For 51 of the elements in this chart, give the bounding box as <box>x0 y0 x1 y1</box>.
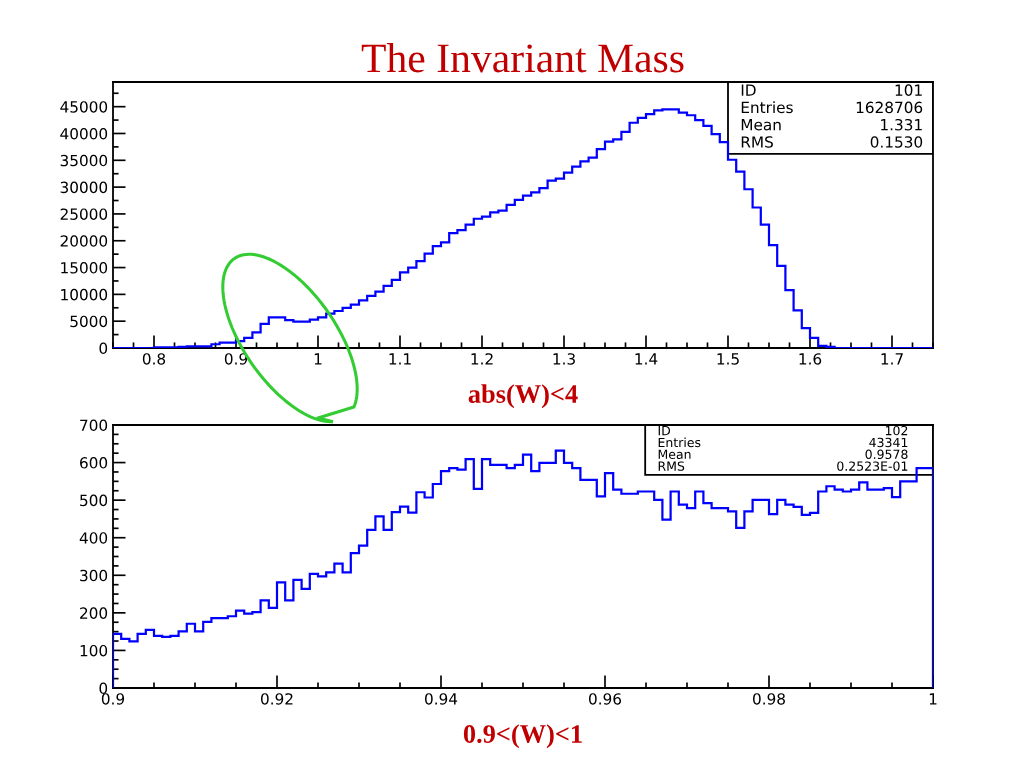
annotation: 102 <box>885 425 908 436</box>
annotation: ID <box>741 84 756 96</box>
x-tick-label: 1.3 <box>553 353 575 365</box>
y-tick-label: 100 <box>80 644 108 657</box>
annotation: Mean <box>741 119 781 131</box>
annotation: Mean <box>658 449 691 459</box>
annotation: 0.2523E-01 <box>837 461 908 471</box>
x-tick-label: 1.5 <box>717 353 739 365</box>
annotation: 0.9578 <box>865 449 908 459</box>
x-tick-label: 0.96 <box>589 693 622 705</box>
annotation: RMS <box>658 461 685 471</box>
y-tick-label: 300 <box>80 569 108 582</box>
x-tick-label: 1 <box>929 693 937 705</box>
x-tick-label: 1.1 <box>389 353 411 365</box>
x-tick-label: 0.98 <box>753 693 785 705</box>
y-tick-label: 200 <box>80 607 108 619</box>
y-tick-label: 5000 <box>70 315 108 328</box>
y-tick-label: 0 <box>99 342 108 355</box>
y-tick-label: 25000 <box>60 208 108 220</box>
x-axis-title: 0.9<(W)<1 <box>463 724 582 749</box>
x-tick-label: 0.8 <box>142 353 166 365</box>
chart-title: The Invariant Mass <box>361 43 684 73</box>
annotation: 101 <box>895 84 922 96</box>
x-tick-label: 1.2 <box>471 353 493 365</box>
x-tick-label: 1.7 <box>881 353 903 365</box>
x-tick-label: 0.9 <box>101 693 125 705</box>
y-tick-label: 10000 <box>61 288 108 301</box>
annotation: ID <box>658 426 671 436</box>
x-tick-label: 0.92 <box>261 693 293 705</box>
y-tick-label: 30000 <box>60 181 108 194</box>
x-tick-label: 1 <box>314 353 322 365</box>
y-tick-label: 20000 <box>60 235 108 247</box>
annotation: 43341 <box>869 437 908 448</box>
annotation: Entries <box>658 437 701 448</box>
y-tick-label: 40000 <box>60 127 108 140</box>
annotation: Entries <box>741 101 793 114</box>
y-tick-label: 45000 <box>60 101 108 113</box>
y-tick-label: 15000 <box>61 262 108 274</box>
annotation: 0.1530 <box>870 136 923 148</box>
annotation: 1.331 <box>881 118 922 131</box>
annotation: RMS <box>741 136 773 148</box>
y-tick-label: 35000 <box>60 154 108 167</box>
x-axis-title: abs(W)<4 <box>468 384 578 409</box>
y-tick-label: 700 <box>80 419 108 432</box>
annotation: 1628706 <box>856 101 923 114</box>
x-tick-label: 0.94 <box>425 693 458 705</box>
x-tick-label: 1.4 <box>635 353 658 365</box>
y-tick-label: 600 <box>80 457 108 469</box>
y-tick-label: 400 <box>79 532 108 544</box>
y-tick-label: 500 <box>80 494 108 507</box>
x-tick-label: 1.6 <box>799 353 822 365</box>
